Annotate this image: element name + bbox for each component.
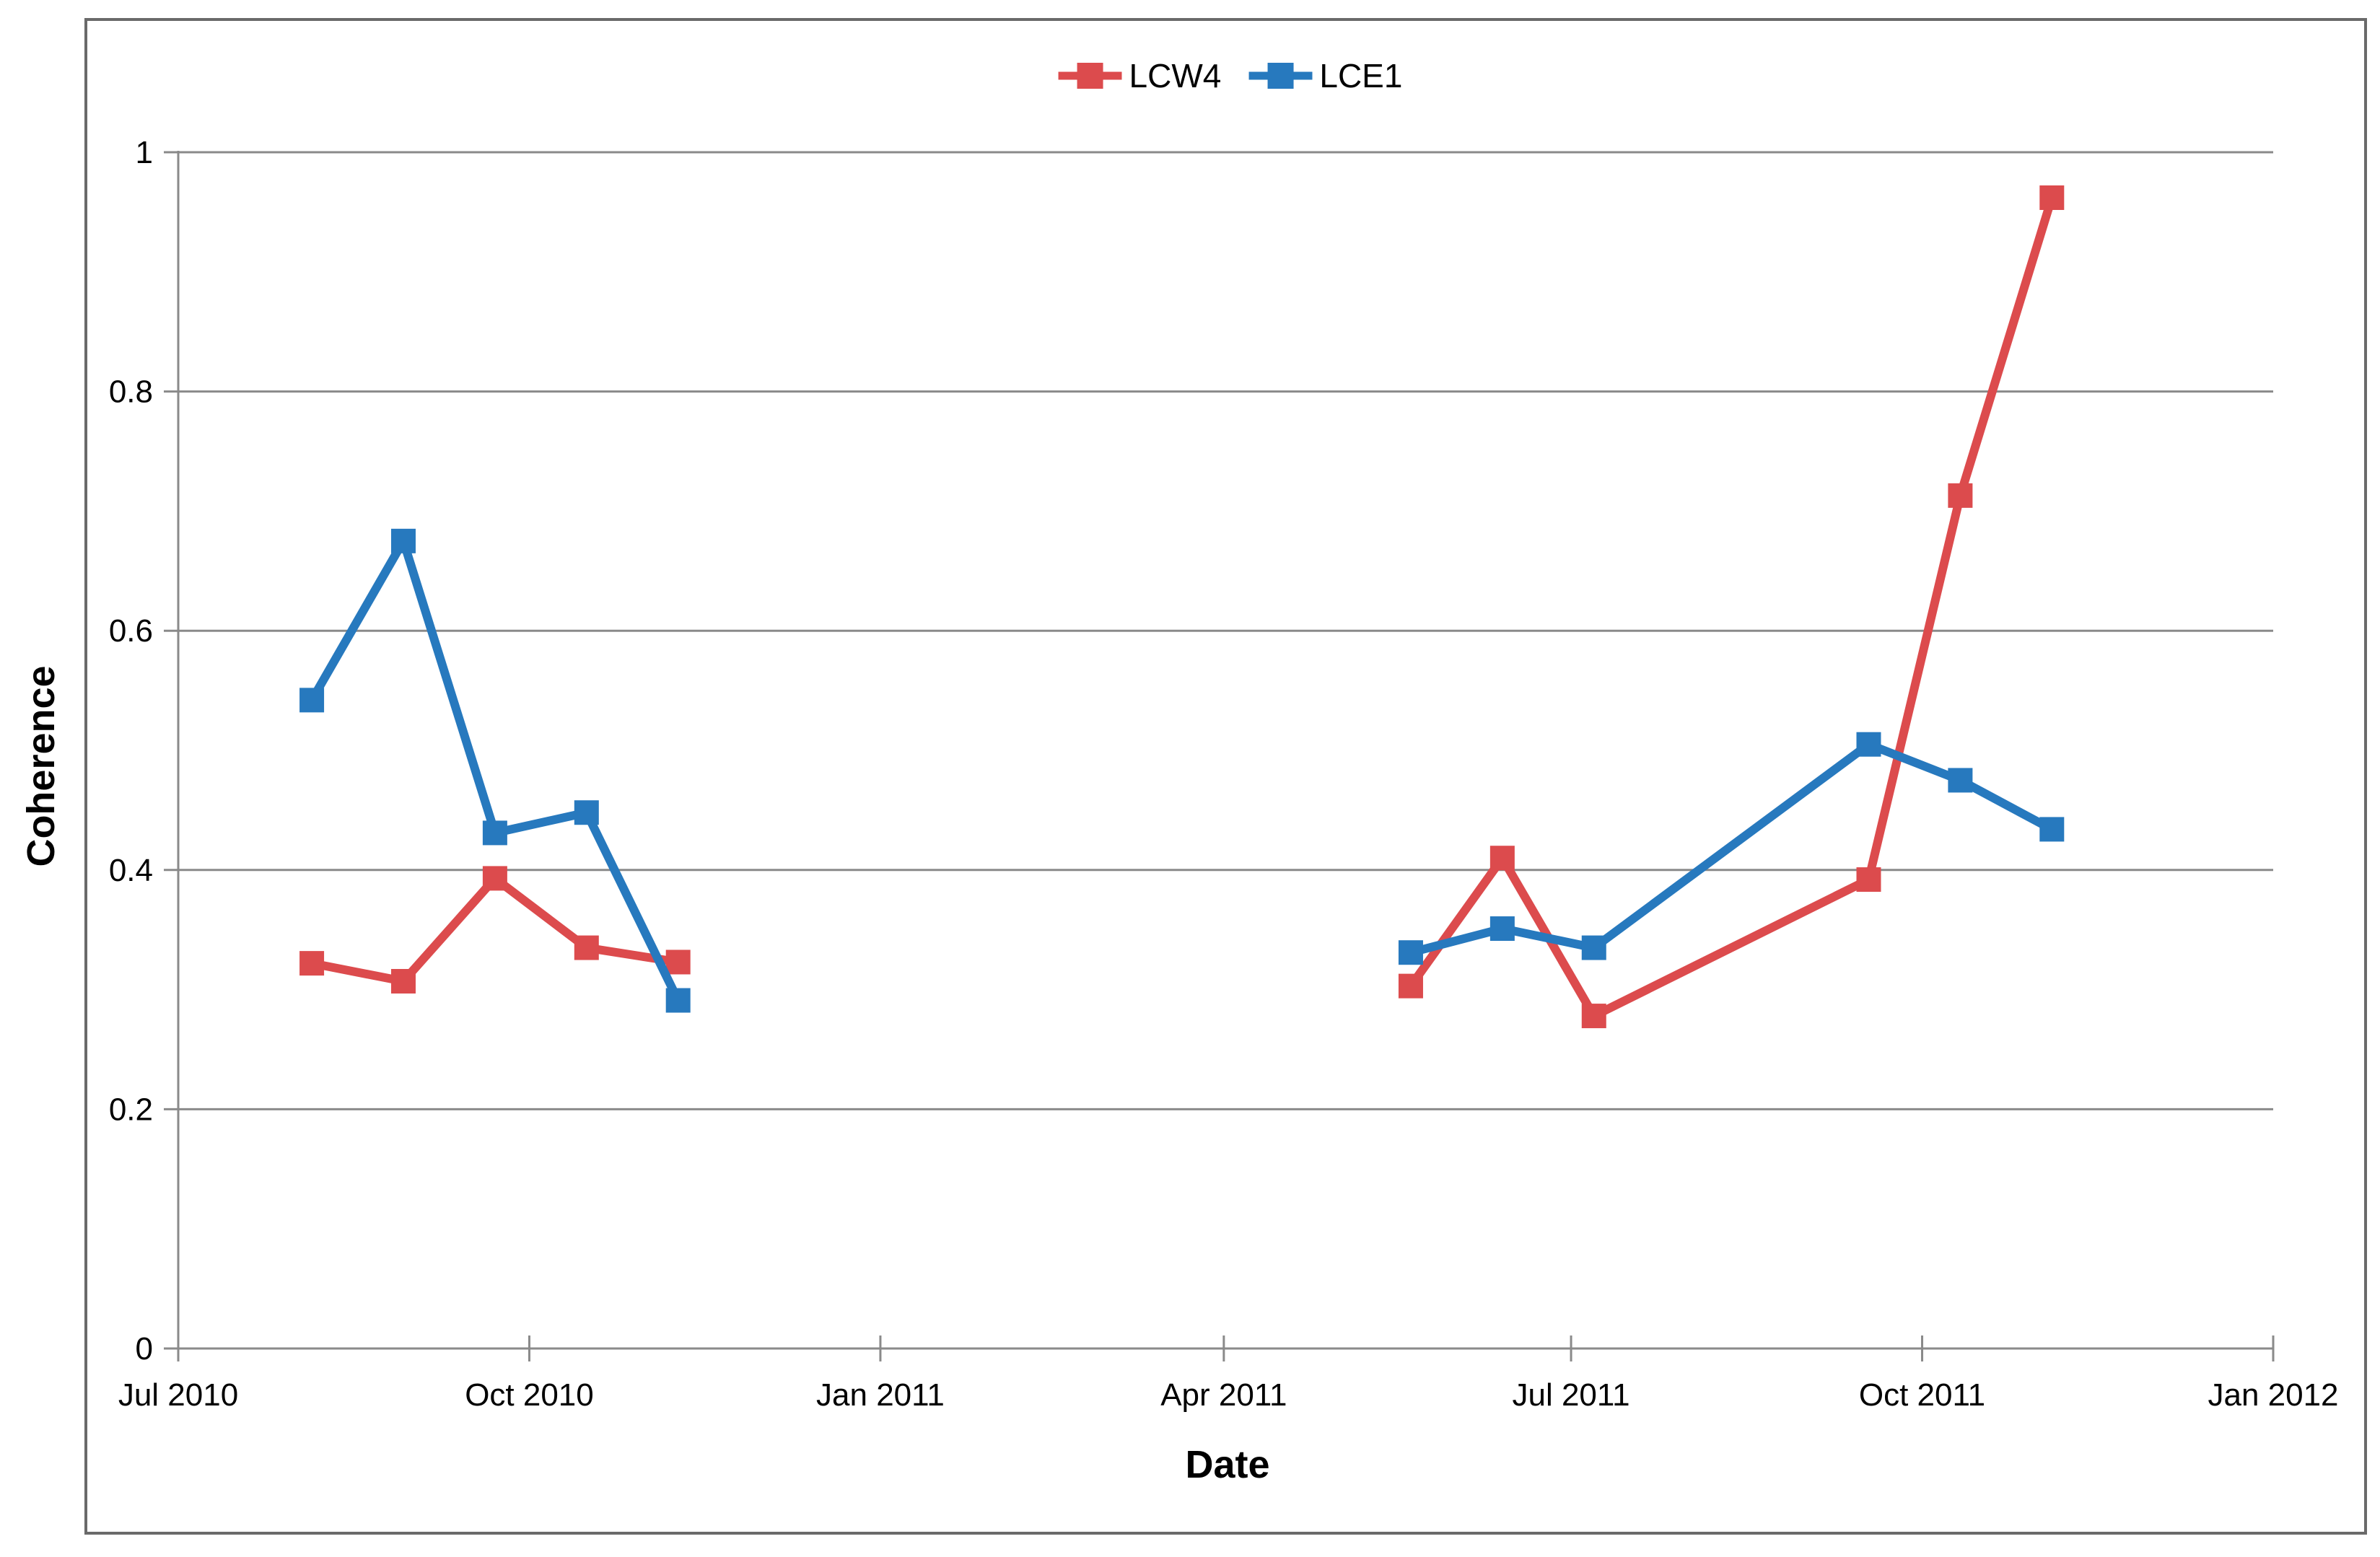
series-line-lcw4 bbox=[1406, 193, 2057, 1021]
data-point-marker-lcw4 bbox=[1489, 846, 1515, 871]
legend-label-lcw4: LCW4 bbox=[1129, 57, 1222, 95]
y-tick-label: 0.6 bbox=[109, 613, 153, 649]
y-tick-label: 1 bbox=[136, 135, 153, 170]
y-tick-label: 0.8 bbox=[109, 374, 153, 410]
legend-item-lcw4: LCW4 bbox=[1058, 56, 1222, 95]
y-tick-label: 0.4 bbox=[109, 853, 153, 888]
data-point-marker-lce1 bbox=[665, 988, 691, 1013]
x-tick-label: Apr 2011 bbox=[1160, 1377, 1287, 1413]
data-point-marker-lcw4 bbox=[1398, 973, 1423, 999]
data-point-marker-lce1 bbox=[482, 820, 507, 846]
data-point-marker-lcw4 bbox=[2039, 185, 2065, 211]
data-point-marker-lce1 bbox=[2039, 817, 2065, 842]
data-point-marker-lcw4 bbox=[574, 935, 599, 960]
legend-square-icon bbox=[1077, 63, 1103, 89]
chart-border bbox=[84, 18, 2367, 1535]
data-point-marker-lce1 bbox=[1398, 940, 1423, 965]
data-point-marker-lcw4 bbox=[1948, 483, 1973, 508]
legend-square-icon bbox=[1267, 63, 1294, 89]
data-point-marker-lce1 bbox=[1581, 935, 1606, 960]
x-tick-label: Jul 2010 bbox=[118, 1377, 238, 1413]
lcw4-legend-marker-icon bbox=[1058, 63, 1122, 89]
x-tick-label: Oct 2011 bbox=[1859, 1377, 1985, 1413]
legend-item-lce1: LCE1 bbox=[1248, 56, 1402, 95]
data-point-marker-lcw4 bbox=[390, 968, 416, 994]
x-axis-title: Date bbox=[1185, 1443, 1270, 1486]
series-line-lce1 bbox=[307, 536, 683, 1005]
y-axis-title: Coherence bbox=[19, 665, 63, 867]
data-point-marker-lcw4 bbox=[482, 866, 507, 891]
data-point-marker-lce1 bbox=[299, 688, 325, 713]
data-point-marker-lcw4 bbox=[299, 951, 325, 976]
data-point-marker-lcw4 bbox=[1581, 1004, 1606, 1029]
x-tick-label: Oct 2010 bbox=[465, 1377, 594, 1413]
data-point-marker-lce1 bbox=[574, 800, 599, 825]
data-point-marker-lce1 bbox=[1856, 732, 1881, 757]
data-point-marker-lcw4 bbox=[1856, 867, 1881, 892]
y-tick-label: 0.2 bbox=[109, 1092, 153, 1127]
data-point-marker-lce1 bbox=[390, 528, 416, 553]
legend-label-lce1: LCE1 bbox=[1319, 57, 1403, 95]
data-point-marker-lce1 bbox=[1489, 916, 1515, 942]
data-point-marker-lce1 bbox=[1948, 768, 1973, 793]
series-line-lce1 bbox=[1406, 740, 2057, 957]
x-tick-label: Jul 2011 bbox=[1512, 1377, 1629, 1413]
x-tick-label: Jan 2011 bbox=[816, 1377, 945, 1413]
legend: LCW4 LCE1 bbox=[1058, 56, 1402, 95]
x-tick-label: Jan 2012 bbox=[2208, 1377, 2338, 1413]
lce1-legend-marker-icon bbox=[1248, 63, 1313, 89]
data-point-marker-lcw4 bbox=[665, 949, 691, 975]
y-tick-label: 0 bbox=[136, 1331, 153, 1367]
